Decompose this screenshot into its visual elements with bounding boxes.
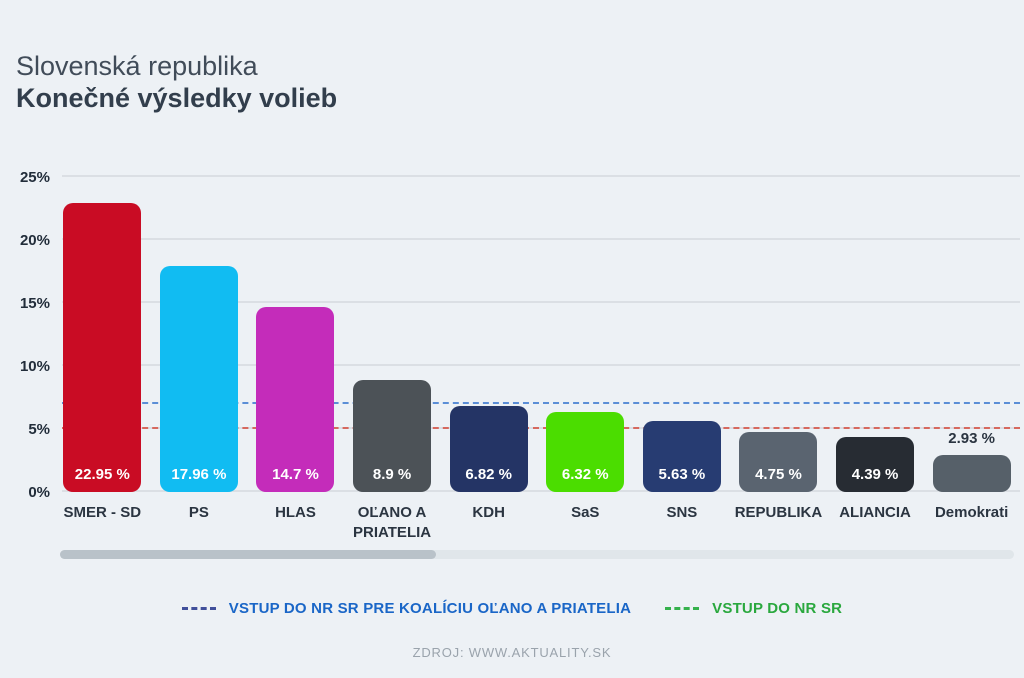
bar-slot: 4.39 %	[827, 177, 924, 492]
horizontal-scrollbar-thumb[interactable]	[60, 550, 436, 559]
bar-value-label: 5.63 %	[658, 466, 706, 483]
bar-Demokrati	[932, 455, 1011, 492]
page-title: Slovenská republika	[16, 51, 258, 81]
bar-value-label: 6.82 %	[465, 466, 513, 483]
source-credit: ZDROJ: WWW.AKTUALITY.SK	[412, 645, 612, 660]
bar-HLAS: 14.7 %	[256, 306, 335, 492]
bar-PS: 17.96 %	[159, 265, 238, 492]
x-category-label: SNS	[666, 504, 698, 521]
y-tick-label: 5%	[28, 421, 50, 438]
y-tick-label: 25%	[19, 169, 50, 186]
y-tick-label: 15%	[19, 295, 50, 312]
x-category-label: OĽANO A PRIATELIA	[353, 504, 432, 541]
bar-slot: 14.7 %	[247, 177, 344, 492]
x-category-label: Demokrati	[934, 504, 1009, 521]
bar-SMER - SD: 22.95 %	[63, 202, 142, 492]
bar-slot: 4.75 %	[730, 177, 827, 492]
bars-layer: 22.95 % 17.96 % 14.7 % 8.9 % 6.82 % 6.32 % 5.6…	[54, 177, 1020, 492]
bar-chart: 0% 5% 10% 15% 20% 25% 22.95 % 17.96 % 14.7 % 8.9…	[0, 169, 1024, 501]
gridline-15%	[62, 301, 1020, 303]
dashed-line-icon	[181, 607, 216, 610]
dashed-line-icon	[665, 607, 700, 610]
y-tick-label: 10%	[19, 358, 50, 375]
x-category-label: KDH	[472, 504, 505, 521]
x-category-label: SaS	[571, 504, 600, 521]
bar-slot: 8.9 %	[344, 177, 441, 492]
x-category-label: HLAS	[275, 504, 316, 521]
gridline-10%	[62, 364, 1020, 366]
bar-value-label: 17.96 %	[171, 466, 227, 483]
bar-SNS: 5.63 %	[642, 421, 721, 492]
gridline-0%	[62, 490, 1020, 492]
bar-value-label: 22.95 %	[74, 466, 130, 483]
bar-slot: 6.82 %	[440, 177, 537, 492]
bar-value-label: 4.39 %	[851, 466, 899, 483]
bar-KDH: 6.82 %	[449, 406, 528, 492]
page-subtitle: Konečné výsledky volieb	[16, 83, 338, 113]
x-category-label: ALIANCIA	[839, 504, 911, 521]
bar-value-label: 8.9 %	[372, 466, 412, 483]
legend-item-party-threshold: VSTUP DO NR SR	[665, 600, 842, 617]
bar-OĽANO A PRIATELIA: 8.9 %	[353, 379, 432, 492]
threshold-line-5pct	[62, 427, 1020, 429]
chart-header: Slovenská republika Konečné výsledky vol…	[16, 50, 337, 114]
horizontal-scrollbar-track[interactable]	[60, 550, 1014, 559]
legend-item-coalition-threshold: VSTUP DO NR SR PRE KOALÍCIU OĽANO A PRIA…	[181, 600, 632, 617]
bar-REPUBLIKA: 4.75 %	[739, 432, 818, 492]
y-tick-label: 20%	[19, 232, 50, 249]
legend-label: VSTUP DO NR SR PRE KOALÍCIU OĽANO A PRIA…	[228, 600, 632, 617]
bar-slot: 17.96 %	[151, 177, 248, 492]
legend: VSTUP DO NR SR PRE KOALÍCIU OĽANO A PRIA…	[0, 600, 1024, 617]
bar-slot: 6.32 %	[537, 177, 634, 492]
bar-value-label: 2.93 %	[948, 430, 995, 448]
gridline-20%	[62, 238, 1020, 240]
bar-slot: 5.63 %	[634, 177, 731, 492]
gridline-25%	[62, 175, 1020, 177]
bar-SaS: 6.32 %	[546, 412, 625, 492]
bar-ALIANCIA: 4.39 %	[836, 436, 915, 492]
x-category-label: REPUBLIKA	[734, 504, 823, 521]
bar-value-label: 4.75 %	[755, 466, 802, 483]
bar-slot: 2.93 %	[923, 177, 1020, 492]
x-category-label: PS	[188, 504, 209, 521]
bar-value-label: 6.32 %	[561, 466, 609, 483]
x-category-label: SMER - SD	[63, 504, 142, 521]
bar-value-label: 14.7 %	[272, 466, 319, 483]
threshold-line-7pct	[62, 401, 1020, 404]
legend-label: VSTUP DO NR SR	[712, 600, 843, 617]
x-axis-labels: SMER - SD PS HLAS OĽANO A PRIATELIA KDH SaS SN…	[54, 503, 1020, 543]
bar-slot: 22.95 %	[54, 177, 151, 492]
y-tick-label: 0%	[28, 484, 50, 501]
